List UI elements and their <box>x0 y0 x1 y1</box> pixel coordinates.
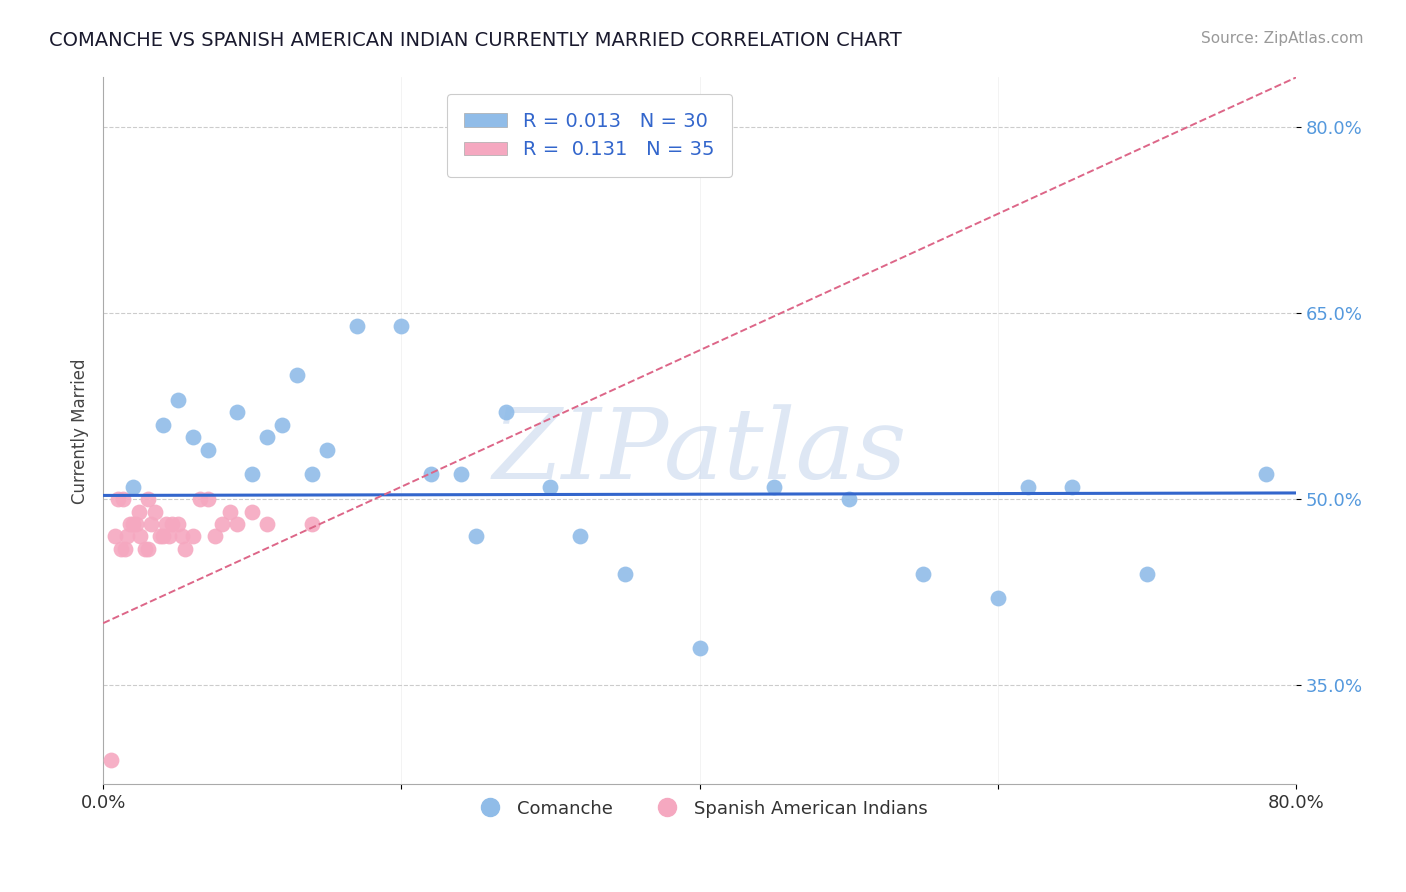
Point <box>172 529 194 543</box>
Point <box>143 504 166 518</box>
Point <box>301 467 323 482</box>
Point <box>285 368 308 383</box>
Point <box>157 529 180 543</box>
Point <box>1136 566 1159 581</box>
Point <box>271 417 294 432</box>
Text: ZIPatlas: ZIPatlas <box>492 404 907 500</box>
Point <box>256 430 278 444</box>
Point <box>346 318 368 333</box>
Point <box>1017 480 1039 494</box>
Point <box>912 566 935 581</box>
Point <box>540 480 562 494</box>
Point <box>763 480 786 494</box>
Point <box>166 516 188 531</box>
Point <box>197 492 219 507</box>
Point <box>226 516 249 531</box>
Point <box>118 516 141 531</box>
Point <box>1256 467 1278 482</box>
Point <box>115 529 138 543</box>
Point <box>174 541 197 556</box>
Point <box>114 541 136 556</box>
Point <box>110 541 132 556</box>
Point <box>464 529 486 543</box>
Point <box>569 529 592 543</box>
Point <box>149 529 172 543</box>
Point <box>181 529 204 543</box>
Point <box>315 442 337 457</box>
Point <box>450 467 472 482</box>
Point <box>301 516 323 531</box>
Point <box>197 442 219 457</box>
Point <box>240 504 263 518</box>
Text: COMANCHE VS SPANISH AMERICAN INDIAN CURRENTLY MARRIED CORRELATION CHART: COMANCHE VS SPANISH AMERICAN INDIAN CURR… <box>49 31 903 50</box>
Legend: Comanche, Spanish American Indians: Comanche, Spanish American Indians <box>464 792 935 825</box>
Point <box>122 480 145 494</box>
Point <box>495 405 517 419</box>
Point <box>240 467 263 482</box>
Point <box>420 467 443 482</box>
Point <box>111 492 134 507</box>
Point <box>139 516 162 531</box>
Point <box>107 492 129 507</box>
Point <box>125 516 148 531</box>
Point <box>204 529 226 543</box>
Y-axis label: Currently Married: Currently Married <box>72 359 89 504</box>
Point <box>155 516 177 531</box>
Point <box>211 516 233 531</box>
Point <box>389 318 412 333</box>
Point <box>1062 480 1084 494</box>
Point <box>218 504 240 518</box>
Point <box>838 492 860 507</box>
Point <box>226 405 249 419</box>
Point <box>134 541 156 556</box>
Point <box>689 640 711 655</box>
Point <box>122 516 145 531</box>
Point <box>160 516 183 531</box>
Point <box>100 753 122 767</box>
Point <box>987 591 1010 606</box>
Point <box>188 492 211 507</box>
Point <box>136 492 159 507</box>
Text: Source: ZipAtlas.com: Source: ZipAtlas.com <box>1201 31 1364 46</box>
Point <box>104 529 127 543</box>
Point <box>614 566 637 581</box>
Point <box>256 516 278 531</box>
Point <box>152 529 174 543</box>
Point <box>128 504 150 518</box>
Point <box>136 541 159 556</box>
Point <box>129 529 152 543</box>
Point <box>166 392 188 407</box>
Point <box>152 417 174 432</box>
Point <box>181 430 204 444</box>
